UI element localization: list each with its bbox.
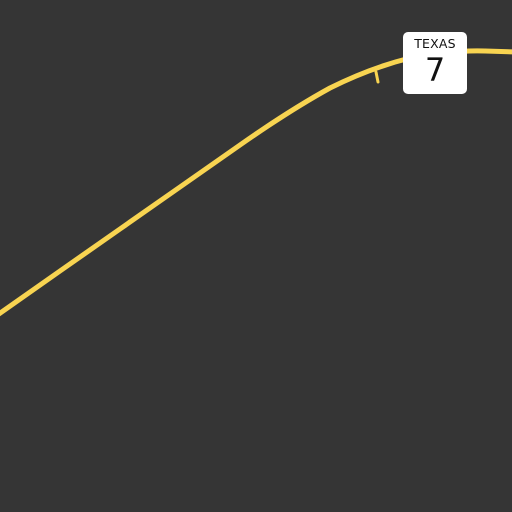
road-tick-mark bbox=[374, 70, 380, 84]
shield-route-number: 7 bbox=[424, 51, 446, 89]
shield-state-label: TEXAS bbox=[414, 36, 456, 51]
highway-shield[interactable]: TEXAS 7 bbox=[403, 32, 467, 94]
